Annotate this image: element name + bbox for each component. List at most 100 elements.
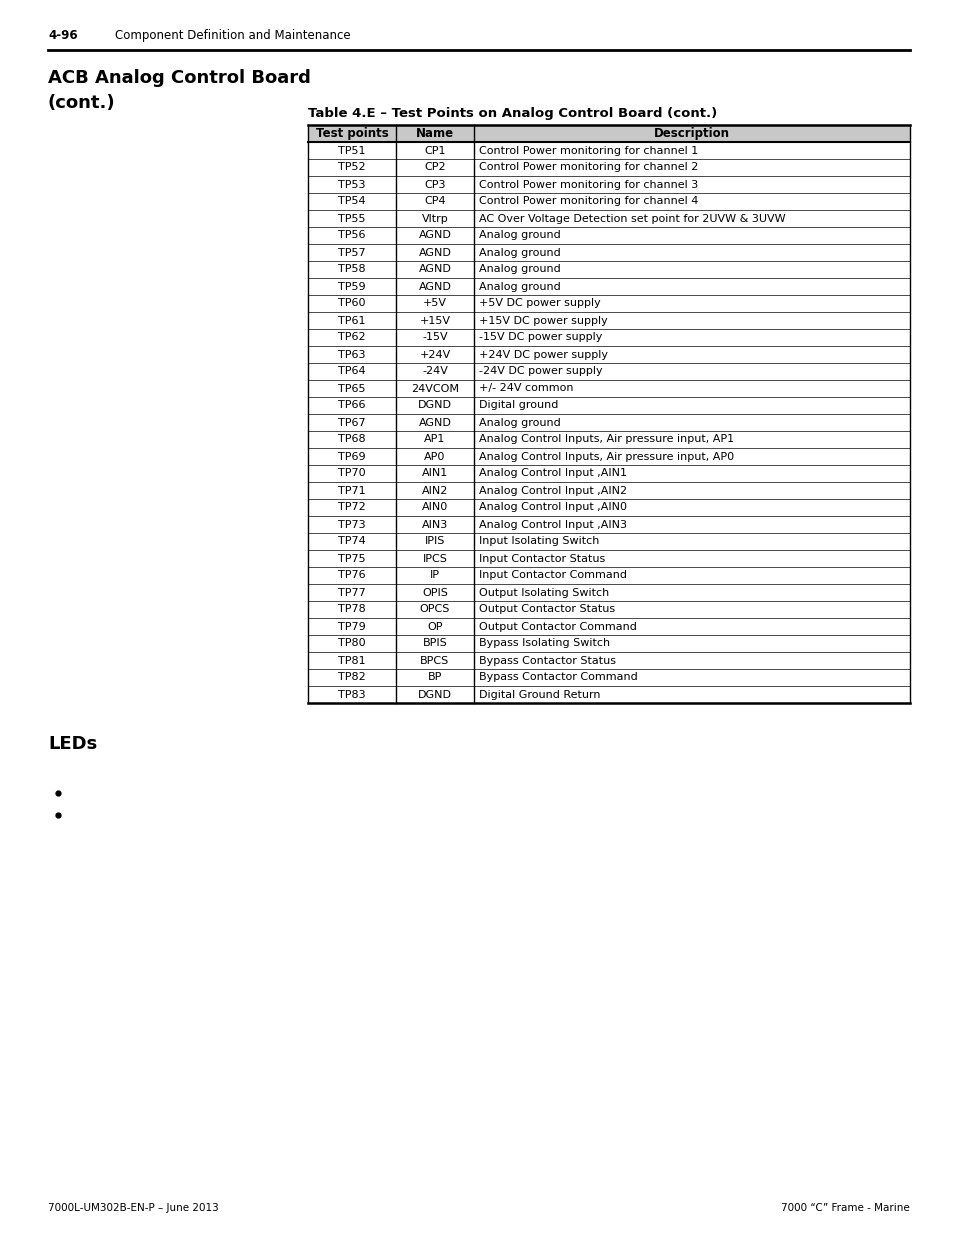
Text: Analog ground: Analog ground [478, 264, 560, 274]
Text: TP78: TP78 [337, 604, 366, 615]
Text: Digital Ground Return: Digital Ground Return [478, 689, 599, 699]
Text: TP59: TP59 [337, 282, 365, 291]
Text: (cont.): (cont.) [48, 94, 115, 112]
Text: OPIS: OPIS [421, 588, 448, 598]
Text: DGND: DGND [417, 689, 452, 699]
Text: 7000L-UM302B-EN-P – June 2013: 7000L-UM302B-EN-P – June 2013 [48, 1203, 218, 1213]
Text: TP67: TP67 [337, 417, 365, 427]
Text: 24VCOM: 24VCOM [411, 384, 458, 394]
Text: CP3: CP3 [424, 179, 445, 189]
Text: TP79: TP79 [337, 621, 366, 631]
Text: +15V: +15V [419, 315, 450, 326]
Text: Output Contactor Status: Output Contactor Status [478, 604, 615, 615]
Text: Analog ground: Analog ground [478, 231, 560, 241]
Text: TP52: TP52 [337, 163, 365, 173]
Text: TP73: TP73 [337, 520, 365, 530]
Text: -15V DC power supply: -15V DC power supply [478, 332, 601, 342]
Text: Analog ground: Analog ground [478, 282, 560, 291]
Text: Analog Control Inputs, Air pressure input, AP0: Analog Control Inputs, Air pressure inpu… [478, 452, 734, 462]
Text: TP69: TP69 [337, 452, 365, 462]
Text: Input Isolating Switch: Input Isolating Switch [478, 536, 598, 547]
Text: AP1: AP1 [424, 435, 445, 445]
Text: Analog ground: Analog ground [478, 417, 560, 427]
Text: ACB Analog Control Board: ACB Analog Control Board [48, 69, 311, 86]
Text: Test points: Test points [315, 127, 388, 140]
Text: Analog Control Input ,AIN2: Analog Control Input ,AIN2 [478, 485, 626, 495]
Text: TP53: TP53 [338, 179, 365, 189]
Text: TP54: TP54 [337, 196, 365, 206]
Text: TP61: TP61 [338, 315, 365, 326]
Text: Control Power monitoring for channel 2: Control Power monitoring for channel 2 [478, 163, 698, 173]
Text: Input Contactor Command: Input Contactor Command [478, 571, 626, 580]
Text: LEDs: LEDs [48, 735, 97, 753]
Text: AIN2: AIN2 [421, 485, 448, 495]
Text: Output Isolating Switch: Output Isolating Switch [478, 588, 609, 598]
Text: TP83: TP83 [337, 689, 365, 699]
Text: Analog Control Inputs, Air pressure input, AP1: Analog Control Inputs, Air pressure inpu… [478, 435, 734, 445]
Text: 4-96: 4-96 [48, 28, 77, 42]
Text: +5V DC power supply: +5V DC power supply [478, 299, 600, 309]
Text: CP2: CP2 [424, 163, 445, 173]
Text: Analog ground: Analog ground [478, 247, 560, 258]
Text: IP: IP [430, 571, 439, 580]
Text: AGND: AGND [418, 417, 451, 427]
Text: AGND: AGND [418, 282, 451, 291]
Text: TP68: TP68 [337, 435, 365, 445]
Text: Bypass Isolating Switch: Bypass Isolating Switch [478, 638, 610, 648]
Text: AGND: AGND [418, 247, 451, 258]
Text: Output Contactor Command: Output Contactor Command [478, 621, 637, 631]
Text: TP62: TP62 [337, 332, 365, 342]
Bar [308, 125, 909, 142]
Text: TP63: TP63 [338, 350, 365, 359]
Text: +5V: +5V [422, 299, 447, 309]
Text: OPCS: OPCS [419, 604, 450, 615]
Text: TP55: TP55 [338, 214, 365, 224]
Text: TP65: TP65 [338, 384, 365, 394]
Text: Control Power monitoring for channel 3: Control Power monitoring for channel 3 [478, 179, 698, 189]
Text: TP81: TP81 [337, 656, 365, 666]
Text: CP4: CP4 [424, 196, 445, 206]
Text: +24V DC power supply: +24V DC power supply [478, 350, 607, 359]
Text: OP: OP [427, 621, 442, 631]
Text: Control Power monitoring for channel 4: Control Power monitoring for channel 4 [478, 196, 698, 206]
Text: Vltrp: Vltrp [421, 214, 448, 224]
Text: CP1: CP1 [424, 146, 445, 156]
Text: Analog Control Input ,AIN3: Analog Control Input ,AIN3 [478, 520, 626, 530]
Text: -24V DC power supply: -24V DC power supply [478, 367, 602, 377]
Text: TP75: TP75 [337, 553, 365, 563]
Text: AC Over Voltage Detection set point for 2UVW & 3UVW: AC Over Voltage Detection set point for … [478, 214, 785, 224]
Text: Digital ground: Digital ground [478, 400, 558, 410]
Text: TP51: TP51 [338, 146, 365, 156]
Text: TP76: TP76 [337, 571, 365, 580]
Text: Table 4.E – Test Points on Analog Control Board (cont.): Table 4.E – Test Points on Analog Contro… [308, 107, 717, 120]
Text: TP71: TP71 [337, 485, 365, 495]
Text: DGND: DGND [417, 400, 452, 410]
Text: Description: Description [654, 127, 729, 140]
Text: AIN3: AIN3 [421, 520, 448, 530]
Text: +15V DC power supply: +15V DC power supply [478, 315, 607, 326]
Text: AGND: AGND [418, 231, 451, 241]
Text: TP57: TP57 [337, 247, 365, 258]
Text: BPCS: BPCS [420, 656, 449, 666]
Text: TP80: TP80 [337, 638, 365, 648]
Text: AIN1: AIN1 [421, 468, 448, 478]
Text: Analog Control Input ,AIN0: Analog Control Input ,AIN0 [478, 503, 626, 513]
Text: Control Power monitoring for channel 1: Control Power monitoring for channel 1 [478, 146, 698, 156]
Text: 7000 “C” Frame - Marine: 7000 “C” Frame - Marine [781, 1203, 909, 1213]
Text: Component Definition and Maintenance: Component Definition and Maintenance [115, 28, 351, 42]
Text: TP70: TP70 [337, 468, 365, 478]
Text: AIN0: AIN0 [421, 503, 448, 513]
Text: Bypass Contactor Command: Bypass Contactor Command [478, 673, 638, 683]
Text: Name: Name [416, 127, 454, 140]
Text: -24V: -24V [421, 367, 448, 377]
Text: TP60: TP60 [338, 299, 365, 309]
Text: BP: BP [427, 673, 442, 683]
Text: TP77: TP77 [337, 588, 366, 598]
Text: Input Contactor Status: Input Contactor Status [478, 553, 604, 563]
Text: IPIS: IPIS [424, 536, 445, 547]
Text: -15V: -15V [422, 332, 447, 342]
Text: TP74: TP74 [337, 536, 366, 547]
Text: TP64: TP64 [337, 367, 365, 377]
Text: Analog Control Input ,AIN1: Analog Control Input ,AIN1 [478, 468, 626, 478]
Text: Bypass Contactor Status: Bypass Contactor Status [478, 656, 616, 666]
